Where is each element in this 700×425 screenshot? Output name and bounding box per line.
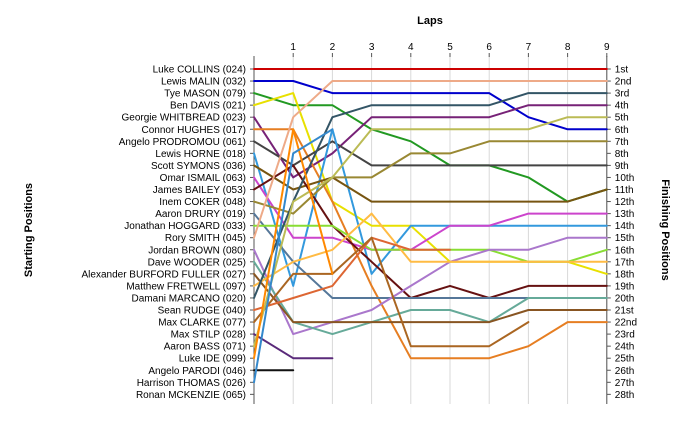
finish-position-label: 20th <box>615 293 634 304</box>
start-position-label: Jonathan HOGGARD (033) <box>124 221 246 232</box>
start-position-label: Angelo PRODROMOU (061) <box>119 137 246 148</box>
series-line-10 <box>253 176 608 251</box>
series-line-21 <box>253 236 451 311</box>
finish-position-label: 26th <box>615 366 634 377</box>
lap-tick-label: 6 <box>486 42 492 53</box>
finish-position-label: 12th <box>615 197 634 208</box>
series-line-23 <box>253 333 334 360</box>
start-position-label: Dave WOODER (025) <box>148 257 246 268</box>
start-position-label: Luke COLLINS (024) <box>153 65 246 76</box>
finish-position-label: 24th <box>615 342 634 353</box>
start-position-label: Max STILP (028) <box>171 330 246 341</box>
start-position-label: Ronan MCKENZIE (065) <box>136 390 246 401</box>
series-line-22 <box>253 236 530 348</box>
series-line-6 <box>253 128 608 360</box>
finish-position-label: 4th <box>615 101 629 112</box>
series-line-18 <box>253 272 608 324</box>
series-line-20 <box>253 92 608 299</box>
finish-position-label: 13th <box>615 209 634 220</box>
series-line-12 <box>253 140 608 215</box>
start-position-label: Lewis HORNE (018) <box>155 149 246 160</box>
start-position-label: Rory SMITH (045) <box>165 233 246 244</box>
right-axis-title: Finishing Positions <box>659 179 671 280</box>
series-line-15 <box>253 80 608 239</box>
series-line-9 <box>253 164 608 203</box>
finish-position-label: 22nd <box>615 318 637 329</box>
start-position-label: Harrison THOMAS (026) <box>137 378 246 389</box>
start-position-label: Omar ISMAIL (063) <box>160 173 246 184</box>
start-position-label: Aaron BASS (071) <box>164 342 246 353</box>
start-position-label: Inem COKER (048) <box>159 197 246 208</box>
lap-tick-label: 5 <box>447 42 453 53</box>
start-position-label: James BAILEY (053) <box>153 185 246 196</box>
finish-position-label: 18th <box>615 269 634 280</box>
series-line-25 <box>253 128 334 360</box>
start-position-label: Tye MASON (079) <box>164 89 246 100</box>
start-position-label: Ben DAVIS (021) <box>170 101 246 112</box>
start-position-label: Angelo PARODI (046) <box>148 366 246 377</box>
series-line-27 <box>253 128 334 384</box>
start-position-label: Jordan BROWN (080) <box>148 245 246 256</box>
finish-position-label: 8th <box>615 149 629 160</box>
finish-position-label: 16th <box>615 245 634 256</box>
series-line-24 <box>253 116 608 348</box>
finish-position-label: 11th <box>615 185 634 196</box>
start-position-label: Alexander BURFORD FULLER (027) <box>82 269 247 280</box>
left-axis-title: Starting Positions <box>23 183 35 277</box>
finish-position-label: 15th <box>615 233 634 244</box>
finish-position-label: 17th <box>615 257 634 268</box>
finish-position-label: 25th <box>615 354 634 365</box>
finish-position-label: 19th <box>615 281 634 292</box>
lap-tick-label: 3 <box>369 42 375 53</box>
finish-position-label: 5th <box>615 113 629 124</box>
series-line-7 <box>253 140 608 167</box>
finish-position-label: 21st <box>615 306 634 317</box>
start-position-label: Sean RUDGE (040) <box>158 306 246 317</box>
series-group <box>253 68 608 384</box>
top-axis-title: Laps <box>417 15 443 27</box>
start-position-label: Georgie WHITBREAD (023) <box>122 113 246 124</box>
finish-position-label: 23rd <box>615 330 635 341</box>
start-position-label: Aaron DRURY (019) <box>155 209 246 220</box>
lap-tick-label: 1 <box>290 42 296 53</box>
lap-tick-label: 8 <box>565 42 571 53</box>
lap-tick-label: 4 <box>408 42 414 53</box>
start-position-label: Connor HUGHES (017) <box>142 125 246 136</box>
start-position-label: Max CLARKE (077) <box>158 318 246 329</box>
series-line-19 <box>253 212 608 287</box>
finish-position-label: 1st <box>615 65 629 76</box>
start-position-label: Lewis MALIN (032) <box>161 77 246 88</box>
finish-position-label: 7th <box>615 137 629 148</box>
finish-position-label: 28th <box>615 390 634 401</box>
start-position-label: Scott SYMONS (036) <box>151 161 246 172</box>
start-position-label: Matthew FRETWELL (097) <box>126 281 246 292</box>
finish-position-label: 3rd <box>615 89 629 100</box>
lap-tick-label: 2 <box>330 42 336 53</box>
finish-position-label: 6th <box>615 125 629 136</box>
finish-position-label: 10th <box>615 173 634 184</box>
finish-position-label: 14th <box>615 221 634 232</box>
finish-position-label: 9th <box>615 161 629 172</box>
finish-position-label: 2nd <box>615 77 632 88</box>
start-position-label: Luke IDE (099) <box>179 354 246 365</box>
lap-tick-label: 9 <box>604 42 610 53</box>
series-line-17 <box>253 260 608 336</box>
series-line-8 <box>253 128 608 287</box>
lap-tick-label: 7 <box>526 42 532 53</box>
finish-position-label: 27th <box>615 378 634 389</box>
start-position-label: Damani MARCANO (020) <box>132 293 246 304</box>
